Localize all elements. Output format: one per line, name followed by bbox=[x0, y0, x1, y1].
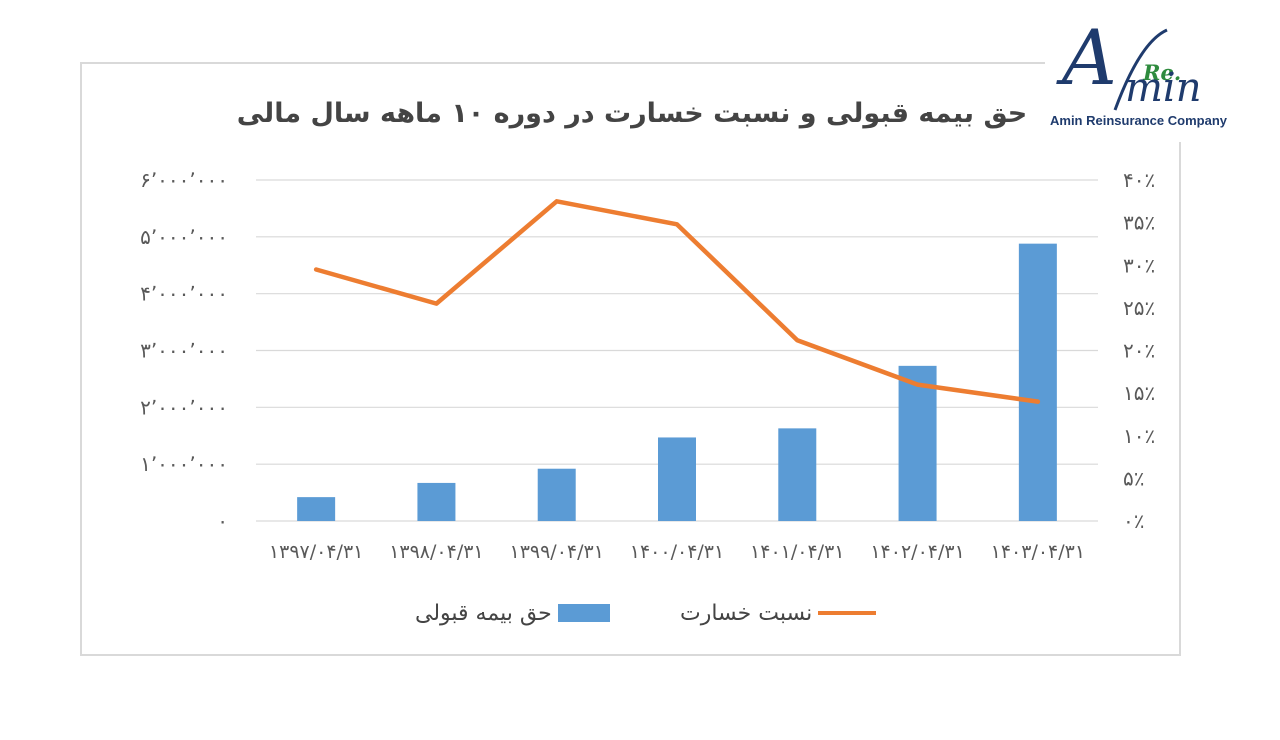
y-right-tick-label: ۳۰٪ bbox=[1123, 253, 1155, 277]
y-right-tick-label: ۱۵٪ bbox=[1123, 381, 1155, 405]
y-left-tick-label: ۲٬۰۰۰٬۰۰۰ bbox=[140, 395, 228, 419]
y-right-tick-label: ۱۰٪ bbox=[1123, 424, 1155, 448]
y-right-tick-label: ۲۰٪ bbox=[1123, 339, 1155, 363]
y-left-tick-label: ۱٬۰۰۰٬۰۰۰ bbox=[140, 452, 228, 476]
logo-re-text: Re. bbox=[1143, 60, 1182, 85]
y-right-tick-label: ۵٪ bbox=[1123, 466, 1144, 490]
chart-frame bbox=[80, 62, 1181, 656]
bar bbox=[1018, 243, 1057, 522]
y-right-tick-label: ۰٪ bbox=[1123, 509, 1144, 533]
x-tick-label: ۱۳۹۸/۰۴/۳۱ bbox=[389, 541, 483, 563]
legend-label-premium: حق بیمه قبولی bbox=[415, 600, 552, 626]
y-right-tick-label: ۲۵٪ bbox=[1123, 296, 1155, 320]
bar bbox=[297, 497, 336, 521]
logo-mark bbox=[1113, 28, 1168, 111]
chart-legend: نسبت خسارت حق بیمه قبولی bbox=[0, 598, 1264, 628]
logo-min-text: min bbox=[1125, 65, 1202, 111]
company-logo bbox=[1045, 22, 1225, 142]
y-left-tick-label: ۴٬۰۰۰٬۰۰۰ bbox=[140, 282, 228, 306]
legend-item-premium: حق بیمه قبولی bbox=[415, 598, 610, 628]
bar bbox=[658, 437, 696, 521]
x-tick-label: ۱۴۰۳/۰۴/۳۱ bbox=[991, 541, 1085, 563]
x-tick-label: ۱۳۹۷/۰۴/۳۱ bbox=[269, 541, 363, 563]
bar bbox=[537, 468, 576, 521]
legend-bar-swatch bbox=[557, 604, 610, 622]
legend-item-loss-ratio: نسبت خسارت bbox=[680, 598, 877, 628]
x-tick-label: ۱۴۰۱/۰۴/۳۱ bbox=[750, 541, 844, 563]
legend-label-loss-ratio: نسبت خسارت bbox=[680, 600, 813, 626]
x-tick-label: ۱۴۰۰/۰۴/۳۱ bbox=[630, 541, 724, 563]
logo-subtitle: Amin Reinsurance Company bbox=[1050, 113, 1227, 128]
y-left-tick-label: ۳٬۰۰۰٬۰۰۰ bbox=[140, 339, 228, 363]
chart-title: حق بیمه قبولی و نسبت خسارت در دوره ۱۰ ما… bbox=[236, 98, 1028, 129]
y-left-tick-label: ۰ bbox=[217, 509, 228, 533]
bar bbox=[417, 482, 456, 521]
y-right-tick-label: ۳۵٪ bbox=[1123, 211, 1155, 235]
y-right-tick-label: ۴۰٪ bbox=[1123, 168, 1155, 192]
x-tick-label: ۱۳۹۹/۰۴/۳۱ bbox=[509, 541, 603, 563]
bar bbox=[778, 428, 817, 521]
x-tick-label: ۱۴۰۲/۰۴/۳۱ bbox=[870, 541, 964, 563]
legend-line-swatch bbox=[818, 611, 877, 615]
logo-a-letter: A bbox=[1062, 13, 1117, 102]
bar bbox=[898, 365, 937, 521]
y-left-tick-label: ۵٬۰۰۰٬۰۰۰ bbox=[140, 225, 228, 249]
y-left-tick-label: ۶٬۰۰۰٬۰۰۰ bbox=[140, 168, 228, 192]
